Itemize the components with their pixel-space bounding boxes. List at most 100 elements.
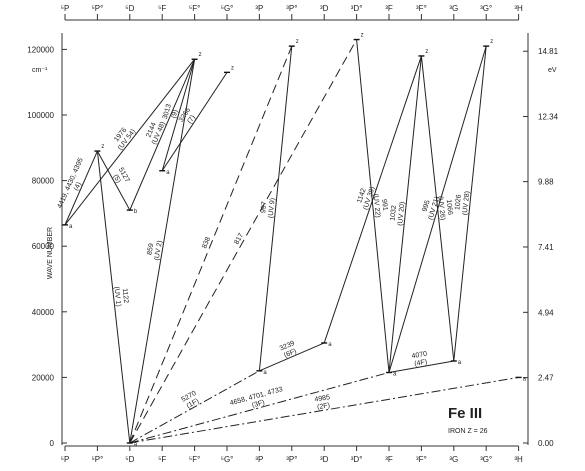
transition-line	[388, 55, 422, 373]
left-tick-label: 60000	[32, 242, 55, 251]
transition-line	[129, 59, 196, 444]
transition-label: 4070(4F)	[411, 351, 429, 369]
term-label-top-3Po: ³P°	[286, 4, 297, 13]
transition-line	[259, 342, 325, 372]
transition-label-line: (UV 2)	[154, 240, 164, 261]
transition-label: 5127(5)	[110, 167, 131, 188]
term-label-bottom-5D: ⁵D	[125, 455, 134, 464]
diagram-subtitle: IRON Z = 26	[448, 428, 488, 435]
transition-label-line: (UV 1)	[112, 286, 121, 307]
transition-label-line: (UV 20)	[397, 202, 406, 227]
right-tick-label: 9.88	[538, 178, 554, 187]
transition-label: 817	[233, 232, 245, 246]
term-label-top-3D: ³D	[320, 4, 329, 13]
transition-line	[258, 46, 293, 371]
transition-label: 4985(2F)	[314, 394, 332, 411]
transition-line	[129, 371, 390, 444]
transition-label: 4658, 4701, 4733(3F)	[229, 386, 286, 415]
transition-line	[129, 45, 293, 444]
term-label-top-5Go: ⁵G°	[221, 4, 234, 13]
transition-line	[129, 376, 519, 444]
y-axis-title: WAVE NUMBER	[47, 227, 54, 279]
transition-line	[64, 58, 195, 226]
diagram-frame	[61, 19, 529, 447]
transition-lines: 1122(UV 1) 859(UV 2) 838 817 5270(1F) 4658, 4…	[57, 39, 519, 444]
transition-label: 991(UV 22)	[372, 193, 389, 218]
left-tick-label: 0	[50, 439, 55, 448]
right-tick-label: 12.34	[538, 113, 559, 122]
transition-label-line: (5)	[112, 173, 122, 184]
term-label-top-3Do: ³D°	[351, 4, 363, 13]
term-label-top-5D: ⁵D	[125, 4, 134, 13]
term-label-bottom-3F: ³F	[385, 455, 393, 464]
transition-label-line: (UV 26)	[436, 196, 446, 221]
term-label-bottom-5Go: ⁵G°	[221, 455, 234, 464]
term-label-bottom-3D: ³D	[320, 455, 329, 464]
transition-line	[96, 150, 131, 211]
transition-label-line: 838	[201, 236, 212, 250]
level-label: a	[134, 442, 138, 448]
level-label: z	[296, 39, 299, 45]
term-label-bottom-5Po: ⁵P°	[91, 455, 103, 464]
term-label-bottom-3Po: ³P°	[286, 455, 297, 464]
transition-label-line: (3F)	[251, 399, 265, 409]
level-label: a	[523, 376, 527, 382]
transition-line	[161, 59, 196, 171]
transition-label: 3239(6F)	[279, 340, 299, 360]
transition-label-line: (6F)	[283, 348, 298, 360]
term-label-top-3P: ³P	[255, 4, 263, 13]
term-label-bottom-5F: ⁵F	[158, 455, 166, 464]
transition-label-line: 1142	[356, 187, 367, 204]
term-label-top-5F: ⁵F	[158, 4, 166, 13]
transition-label-line: 3013	[162, 103, 173, 120]
transition-label-line: 1026	[454, 194, 463, 210]
level-label: b	[134, 209, 138, 215]
transition-label-line: 995	[422, 199, 432, 212]
right-tick-label: 7.41	[538, 243, 554, 252]
term-label-top-5Po: ⁵P°	[91, 4, 103, 13]
transition-label: 1026(UV 28)	[454, 190, 471, 216]
transition-line	[323, 55, 422, 344]
term-label-top-5P: ⁵P	[61, 4, 70, 13]
transition-label-line: 859	[146, 243, 155, 256]
transition-line	[356, 39, 390, 373]
transition-line	[388, 360, 454, 373]
term-label-bottom-3Do: ³D°	[351, 455, 363, 464]
transition-label-line: 4070	[411, 351, 428, 361]
transition-label-line: 997	[260, 201, 268, 213]
level-label: a	[263, 370, 267, 376]
transition-line	[129, 59, 196, 211]
transition-label: 997(UV 9)	[260, 197, 277, 219]
right-tick-label: 2.47	[538, 374, 554, 383]
term-label-top-5Fo: ⁵F°	[189, 4, 200, 13]
term-label-top-3Fo: ³F°	[416, 4, 427, 13]
term-label-bottom-3G: ³G	[449, 455, 458, 464]
level-label: a	[458, 360, 462, 366]
transition-label-line: 817	[233, 232, 245, 246]
left-unit-label: cm⁻¹	[32, 67, 48, 74]
level-label: a	[166, 170, 170, 176]
transition-line	[129, 370, 260, 444]
transition-label-line: 1032	[389, 205, 398, 221]
left-tick-label: 20000	[32, 373, 55, 382]
transition-label: 1032(UV 20)	[389, 201, 406, 227]
right-tick-label: 4.94	[538, 308, 554, 317]
right-unit-label: eV	[548, 67, 557, 74]
transition-label-line: 991	[380, 199, 388, 211]
transition-label-line: 1066	[445, 199, 454, 215]
transition-label-line: (UV 28)	[462, 191, 471, 216]
level-label: z	[361, 33, 364, 39]
transition-label: 995(UV 21)	[420, 193, 441, 220]
transition-label-line: (2F)	[317, 402, 331, 411]
level-label: z	[231, 65, 234, 71]
left-tick-label: 80000	[32, 177, 55, 186]
term-label-bottom-5Fo: ⁵F°	[189, 455, 200, 464]
diagram-title: Fe III	[448, 405, 482, 422]
transition-line	[453, 46, 487, 362]
top-term-labels: ⁵P ⁵P° ⁵D ⁵F ⁵F° ⁵G° ³P ³P° ³D ³D° ³F ³F° ³G ³G° ³H	[61, 4, 523, 20]
transition-label: 838	[201, 236, 212, 250]
term-label-bottom-3H: ³H	[514, 455, 523, 464]
level-label: a	[69, 224, 73, 230]
level-label: z	[101, 144, 104, 150]
